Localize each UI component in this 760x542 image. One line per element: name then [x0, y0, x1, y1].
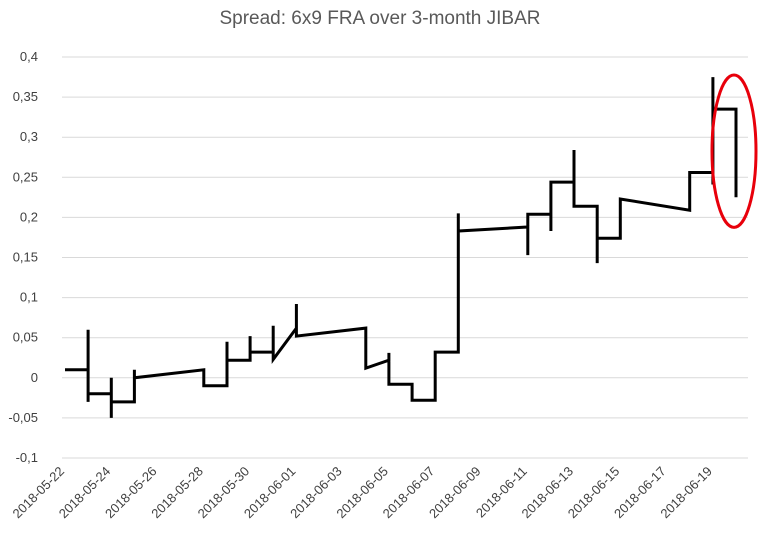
y-tick-label: 0,25: [13, 169, 38, 184]
y-tick-label: 0,3: [20, 129, 38, 144]
series-line: [65, 77, 738, 418]
annotations: [710, 73, 758, 229]
x-axis-tick-labels: 2018-05-222018-05-242018-05-262018-05-28…: [9, 464, 714, 522]
plot-area: [65, 77, 738, 418]
y-tick-label: 0,1: [20, 290, 38, 305]
y-tick-label: -0,05: [8, 410, 38, 425]
y-tick-label: 0: [31, 370, 38, 385]
y-tick-label: 0,05: [13, 330, 38, 345]
y-tick-label: -0,1: [16, 450, 38, 465]
y-axis-tick-labels: -0,1 -0,05 0 0,05 0,1 0,15 0,2 0,25 0,3 0,35 0,4: [8, 49, 38, 465]
y-tick-label: 0,4: [20, 49, 38, 64]
gridlines: [62, 56, 748, 459]
y-tick-label: 0,15: [13, 250, 38, 265]
highlight-ellipse: [710, 73, 758, 229]
y-tick-label: 0,2: [20, 209, 38, 224]
y-tick-label: 0,35: [13, 89, 38, 104]
chart-title: Spread: 6x9 FRA over 3-month JIBAR: [219, 8, 540, 29]
